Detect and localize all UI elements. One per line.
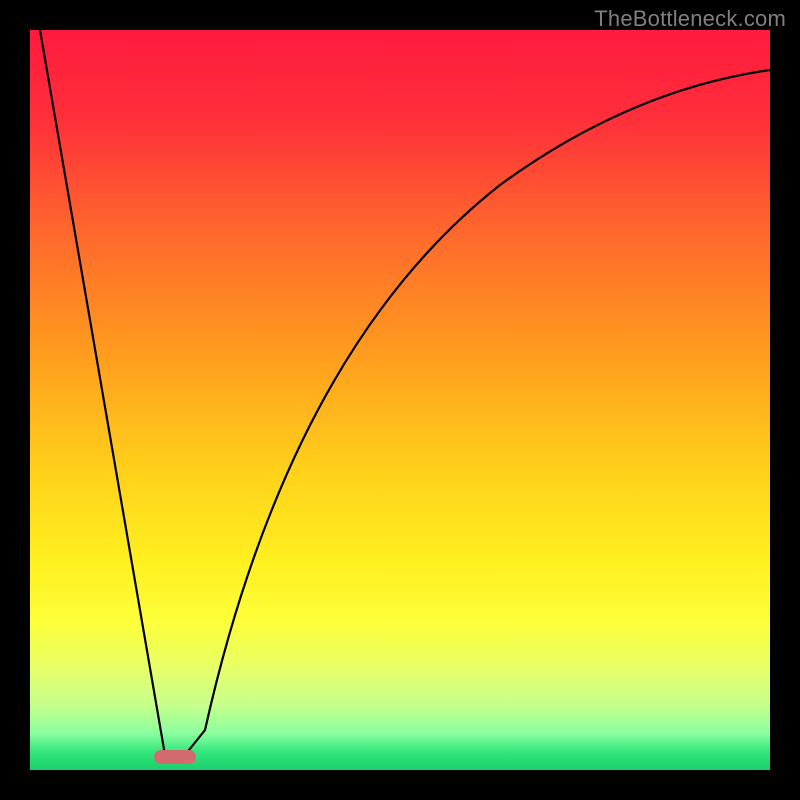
- plot-area: [30, 30, 770, 770]
- curve-left-segment: [40, 30, 165, 755]
- bottleneck-curve: [30, 30, 770, 770]
- watermark-text: TheBottleneck.com: [594, 6, 786, 32]
- chart-frame: TheBottleneck.com: [0, 0, 800, 800]
- optimum-marker: [154, 750, 196, 764]
- curve-right-segment: [185, 70, 770, 755]
